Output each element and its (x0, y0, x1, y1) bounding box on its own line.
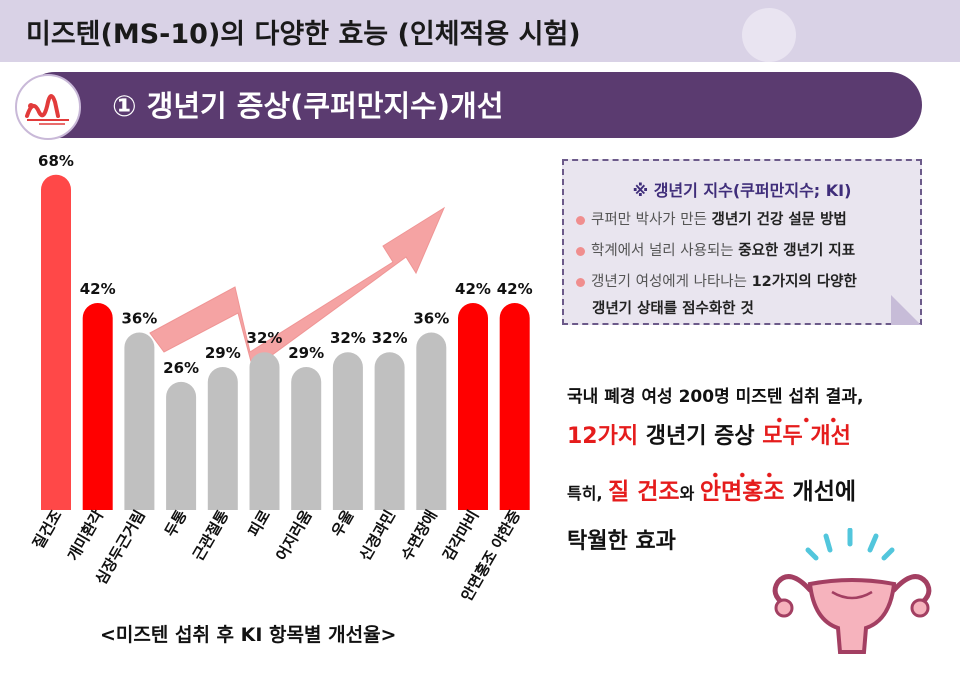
ki-item-1: 쿠퍼만 박사가 만든 갱년기 건강 설문 방법 (576, 208, 847, 229)
value-label-1: 68% (38, 152, 74, 170)
category-label-8: 우울 (328, 507, 357, 540)
summary-all-improved: 모두 개선 (762, 424, 851, 449)
ki-item-3-text: 갱년기 여성에게 나타나는 (591, 274, 752, 290)
ki-info-box: ※ 갱년기 지수(쿠퍼만지수; KI) 쿠퍼만 박사가 만든 갱년기 건강 설문… (562, 159, 922, 325)
bar-10 (416, 332, 447, 510)
bullet-icon (576, 277, 585, 287)
bar-2 (82, 302, 113, 510)
ki-item-1-text: 쿠퍼만 박사가 만든 (591, 212, 712, 228)
chart-caption: <미즈텐 섭취 후 KI 항목별 개선율> (100, 624, 397, 646)
section-banner: ① 갱년기 증상(쿠퍼만지수)개선 (22, 72, 922, 138)
value-label-3: 36% (121, 310, 157, 328)
summary-especially: 특히, (567, 484, 609, 503)
bar-12 (499, 302, 530, 510)
hormone-curve-icon (15, 74, 81, 140)
value-label-4: 26% (163, 359, 199, 377)
ki-item-2-bold: 중요한 갱년기 지표 (738, 243, 856, 259)
value-label-8: 32% (330, 329, 366, 347)
summary-vaginal-dryness: 질 건조 (608, 479, 680, 505)
bar-3 (124, 332, 155, 510)
bar-7 (291, 367, 322, 510)
bar-6 (249, 352, 280, 510)
value-label-6: 32% (247, 329, 283, 347)
summary-line-1: 국내 폐경 여성 200명 미즈텐 섭취 결과, (567, 387, 864, 407)
category-label-4: 두통 (161, 507, 190, 540)
summary-improvement: 개선에 (784, 479, 857, 505)
bar-11 (458, 302, 489, 510)
bar-9 (374, 352, 405, 510)
value-label-12: 42% (497, 280, 533, 298)
summary-symptoms: 갱년기 증상 (638, 424, 763, 449)
value-label-5: 29% (205, 344, 241, 362)
value-label-11: 42% (455, 280, 491, 298)
ki-item-2-text: 학계에서 널리 사용되는 (591, 243, 739, 259)
bar-1 (41, 174, 71, 510)
category-label-6: 피로 (245, 507, 274, 540)
bar-4 (166, 381, 197, 510)
category-label-9: 신경과민 (356, 507, 399, 564)
bar-chart: 68%질건조42%개미환각36%심장두근거림26%두통29%근관절통32%피로2… (29, 152, 533, 604)
trend-arrow (149, 206, 446, 370)
value-label-2: 42% (80, 280, 116, 298)
uterus-icon (772, 528, 932, 654)
value-label-9: 32% (372, 329, 408, 347)
value-label-7: 29% (288, 344, 324, 362)
ki-header: ※ 갱년기 지수(쿠퍼만지수; KI) (632, 181, 852, 200)
bar-8 (332, 352, 363, 510)
summary-line-3: 특히, 질 건조와 안면홍조 개선에 (567, 472, 856, 506)
category-label-11: 감각마비 (439, 507, 482, 564)
summary-line-4: 탁월한 효과 (567, 529, 676, 554)
category-label-10: 수면장애 (398, 507, 441, 564)
title-bar: 미즈텐(MS-10)의 다양한 효능 (인체적용 시험) (0, 0, 960, 62)
page-fold-corner (891, 295, 921, 325)
bar-5 (207, 367, 238, 510)
category-label-1: 질건조 (29, 507, 65, 552)
category-label-5: 근관절통 (189, 507, 232, 564)
summary-line-2: 12가지 갱년기 증상 모두 개선 (567, 418, 851, 450)
ki-item-3-continued: 갱년기 상태를 점수화한 것 (592, 301, 754, 317)
ki-item-3: 갱년기 여성에게 나타나는 12가지의 다양한 (576, 270, 857, 291)
category-label-7: 어지러움 (272, 507, 315, 564)
page-title: 미즈텐(MS-10)의 다양한 효능 (인체적용 시험) (26, 19, 581, 50)
summary-12-types: 12가지 (567, 424, 639, 449)
bullet-icon (576, 215, 585, 225)
bullet-icon (576, 246, 585, 256)
category-label-2: 개미환각 (64, 507, 107, 564)
section-title: ① 갱년기 증상(쿠퍼만지수)개선 (112, 89, 504, 123)
ki-item-3-bold: 12가지의 다양한 (751, 274, 857, 290)
decorative-circle (742, 8, 796, 62)
ki-item-2: 학계에서 널리 사용되는 중요한 갱년기 지표 (576, 239, 855, 260)
value-label-10: 36% (413, 310, 449, 328)
summary-hot-flush: 안면홍조 (699, 479, 785, 505)
ki-item-1-bold: 갱년기 건강 설문 방법 (711, 212, 847, 228)
summary-and: 와 (679, 484, 700, 503)
